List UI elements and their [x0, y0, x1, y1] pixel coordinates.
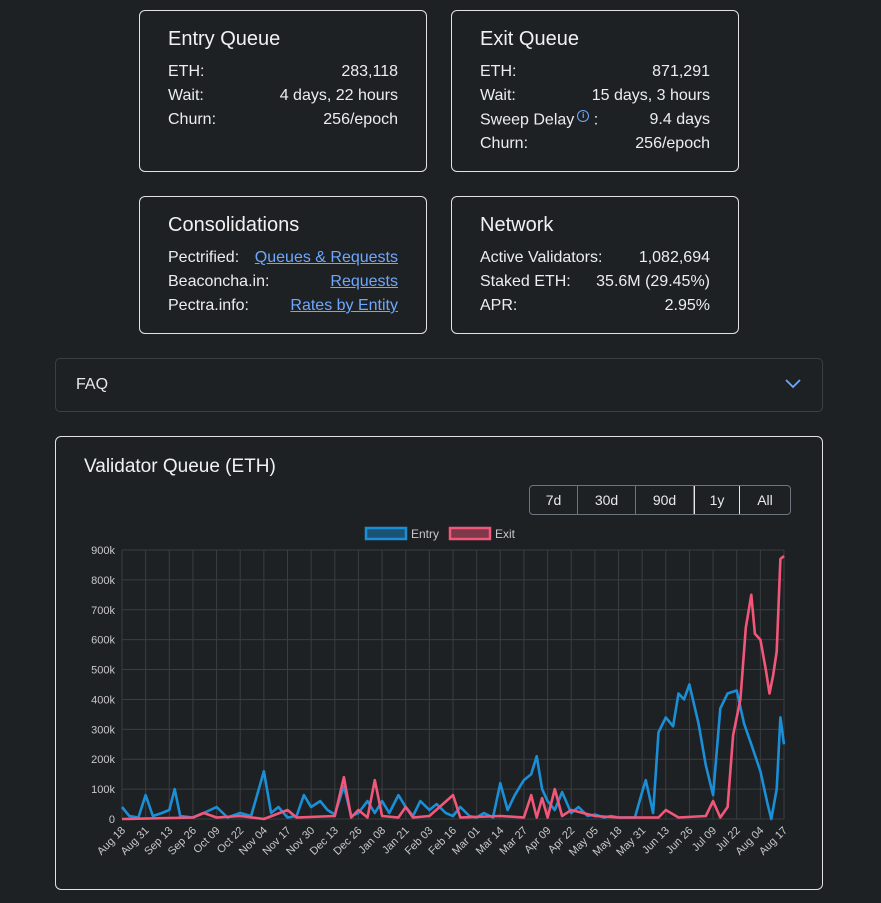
entry-wait-value: 4 days, 22 hours [279, 87, 398, 104]
exit-queue-card: Exit Queue ETH: 871,291 Wait: 15 days, 3… [451, 10, 739, 172]
exit-wait-value: 15 days, 3 hours [591, 87, 710, 104]
beaconchain-label: Beaconcha.in: [168, 273, 270, 290]
pectra-info-row: Pectra.info: Rates by Entity [168, 294, 398, 318]
pectra-info-link[interactable]: Rates by Entity [290, 297, 398, 314]
legend-label-exit: Exit [495, 527, 516, 541]
y-tick-label: 200k [91, 754, 115, 766]
exit-wait-label: Wait: [480, 87, 516, 104]
active-validators-value: 1,082,694 [638, 249, 710, 266]
chart-title: Validator Queue (ETH) [84, 456, 276, 477]
exit-churn-row: Churn: 256/epoch [480, 132, 710, 156]
series-line-exit [121, 555, 785, 821]
staked-eth-row: Staked ETH: 35.6M (29.45%) [480, 270, 710, 294]
queue-line-chart: 0100k200k300k400k500k600k700k800k900kAug… [91, 526, 790, 859]
series-line-entry [120, 683, 786, 821]
chevron-down-icon [785, 379, 801, 389]
range-30d-button[interactable]: 30d [578, 486, 636, 514]
exit-eth-value: 871,291 [652, 63, 710, 80]
apr-value: 2.95% [664, 297, 710, 314]
sweep-delay-label-group: Sweep Delay i : [480, 110, 598, 129]
y-tick-label: 300k [91, 724, 115, 736]
network-card: Network Active Validators: 1,082,694 Sta… [451, 196, 739, 334]
entry-eth-value: 283,118 [341, 63, 398, 80]
y-tick-label: 700k [91, 605, 115, 617]
legend-swatch-exit [448, 526, 492, 541]
staked-eth-label: Staked ETH: [480, 273, 571, 290]
range-7d-button[interactable]: 7d [530, 486, 578, 514]
y-tick-label: 800k [91, 575, 115, 587]
faq-accordion[interactable]: FAQ [55, 358, 823, 412]
entry-eth-label: ETH: [168, 63, 205, 80]
exit-eth-label: ETH: [480, 63, 517, 80]
faq-label: FAQ [76, 376, 109, 393]
y-tick-label: 500k [91, 665, 115, 677]
entry-churn-label: Churn: [168, 111, 217, 128]
consolidations-card: Consolidations Pectrified: Queues & Requ… [139, 196, 427, 334]
consolidations-title: Consolidations [168, 214, 300, 236]
active-validators-row: Active Validators: 1,082,694 [480, 246, 710, 270]
y-tick-label: 600k [91, 635, 115, 647]
pectra-info-label: Pectra.info: [168, 297, 249, 314]
exit-eth-row: ETH: 871,291 [480, 60, 710, 84]
legend-label-entry: Entry [411, 527, 439, 541]
legend-swatch-entry [364, 526, 408, 541]
entry-queue-card: Entry Queue ETH: 283,118 Wait: 4 days, 2… [139, 10, 427, 172]
apr-label: APR: [480, 297, 518, 314]
entry-wait-label: Wait: [168, 87, 204, 104]
entry-queue-title: Entry Queue [168, 28, 281, 50]
range-90d-button[interactable]: 90d [636, 486, 694, 514]
y-tick-label: 100k [91, 784, 115, 796]
beaconchain-row: Beaconcha.in: Requests [168, 270, 398, 294]
range-selector: 7d 30d 90d 1y All [529, 485, 791, 515]
info-icon[interactable]: i [577, 110, 590, 123]
range-all-button[interactable]: All [740, 486, 790, 514]
exit-sweep-row: Sweep Delay i : 9.4 days [480, 108, 710, 132]
pectrified-link[interactable]: Queues & Requests [254, 249, 398, 266]
exit-churn-value: 256/epoch [635, 135, 710, 152]
exit-churn-label: Churn: [480, 135, 529, 152]
exit-queue-title: Exit Queue [480, 28, 579, 50]
x-tick-label: Jul 09 [690, 825, 719, 854]
network-title: Network [480, 214, 554, 236]
y-tick-label: 400k [91, 694, 115, 706]
apr-row: APR: 2.95% [480, 294, 710, 318]
pectrified-label: Pectrified: [168, 249, 240, 266]
active-validators-label: Active Validators: [480, 249, 603, 266]
sweep-delay-colon: : [593, 111, 599, 129]
validator-queue-card: Validator Queue (ETH) 7d 30d 90d 1y All … [55, 436, 823, 890]
exit-wait-row: Wait: 15 days, 3 hours [480, 84, 710, 108]
x-tick-label: Jun 26 [664, 825, 696, 857]
y-tick-label: 900k [91, 545, 115, 557]
range-1y-button[interactable]: 1y [694, 486, 740, 514]
sweep-delay-value: 9.4 days [649, 111, 710, 128]
entry-churn-value: 256/epoch [323, 111, 398, 128]
entry-churn-row: Churn: 256/epoch [168, 108, 398, 132]
beaconchain-link[interactable]: Requests [330, 273, 398, 290]
pectrified-row: Pectrified: Queues & Requests [168, 246, 398, 270]
staked-eth-value: 35.6M (29.45%) [596, 273, 710, 290]
entry-wait-row: Wait: 4 days, 22 hours [168, 84, 398, 108]
sweep-delay-label: Sweep Delay [480, 111, 575, 129]
y-tick-label: 0 [109, 814, 115, 826]
entry-eth-row: ETH: 283,118 [168, 60, 398, 84]
